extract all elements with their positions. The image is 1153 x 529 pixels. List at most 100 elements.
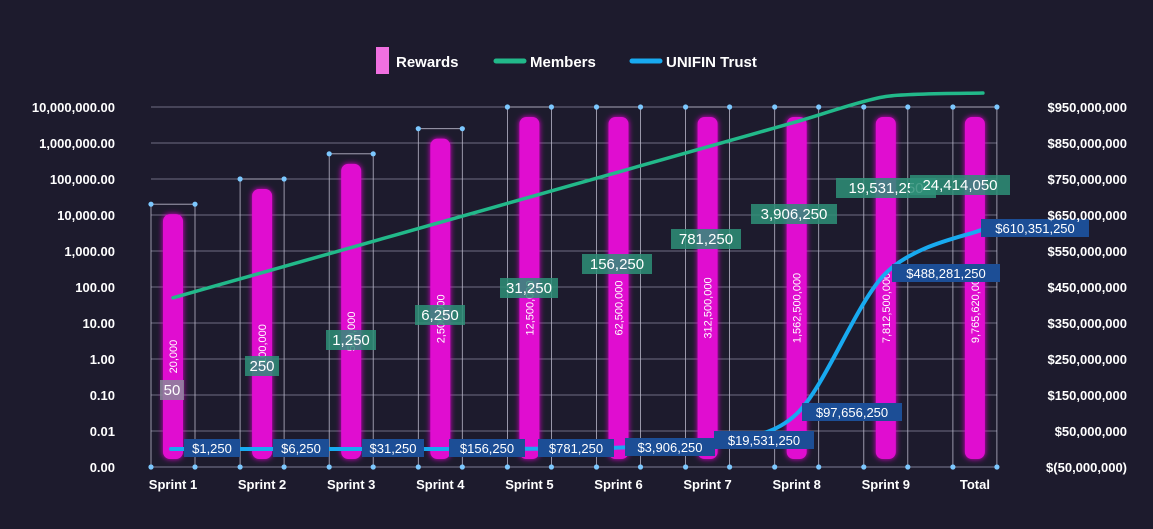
rewards-bar-label: 1,562,500,000 (792, 273, 804, 343)
whisker-dot (593, 104, 600, 110)
whisker-dot (861, 464, 867, 470)
trust-value-label: $488,281,250 (906, 266, 986, 281)
rewards-bar (786, 117, 807, 459)
members-value-label: 3,906,250 (761, 206, 828, 223)
bar-whisker (239, 178, 285, 467)
legend-label-unifin-trust: UNIFIN Trust (666, 54, 757, 71)
whisker-dot (459, 464, 465, 470)
category-label: Sprint 8 (772, 477, 820, 492)
members-value-label: 156,250 (590, 256, 644, 273)
trust-value-label: $6,250 (281, 441, 321, 456)
rewards-bar (608, 117, 629, 459)
right-axis-tick: $750,000,000 (1047, 172, 1127, 187)
whisker-dot (772, 104, 778, 110)
left-axis-tick: 100.00 (75, 280, 115, 295)
whisker-dot (415, 126, 421, 132)
members-value-label: 250 (249, 358, 274, 375)
right-axis-tick: $650,000,000 (1047, 208, 1127, 223)
right-axis-tick: $150,000,000 (1047, 388, 1127, 403)
trust-value-label: $610,351,250 (995, 221, 1075, 236)
trust-value-label: $97,656,250 (816, 405, 888, 420)
trust-label-bg (802, 403, 902, 421)
category-label: Sprint 7 (683, 477, 731, 492)
rewards-bar (252, 189, 273, 459)
whisker-dot (683, 104, 689, 110)
trust-label-bg (714, 431, 814, 449)
rewards-bars (163, 117, 985, 459)
rewards-bar (964, 117, 985, 459)
rewards-bar (341, 163, 362, 459)
trust-label-bg (362, 439, 424, 457)
whisker-dot (504, 104, 510, 110)
left-axis-tick: 10,000,000.00 (32, 100, 115, 115)
bar-whisker (774, 106, 820, 467)
rewards-bar (163, 214, 183, 459)
members-value-label: 24,414,050 (922, 177, 997, 194)
members-label-bg (582, 254, 652, 274)
whisker-dot (148, 464, 154, 470)
trust-label-bg (892, 264, 1000, 282)
bar-whisker (596, 106, 641, 467)
members-series: 50 250 1,250 6,250 31,250 156,250 781,250 3,906… (160, 91, 1010, 400)
axes: 0.00 $(50,000,000) 0.01 $50,000,000 0.10 $150… (32, 100, 1127, 492)
members-label-bg (500, 278, 558, 298)
category-label: Sprint 2 (238, 477, 286, 492)
right-axis-tick: $550,000,000 (1047, 244, 1127, 259)
members-label-bg (415, 305, 465, 325)
legend-swatch-rewards (376, 47, 389, 74)
right-axis-tick: $450,000,000 (1047, 280, 1127, 295)
whisker-dot (816, 464, 822, 470)
whisker-dot (504, 464, 510, 470)
whisker-dot (950, 104, 956, 110)
whisker-dot (905, 464, 911, 470)
members-label-bg (160, 380, 184, 400)
whisker-dot (816, 104, 822, 110)
category-label: Sprint 6 (594, 477, 642, 492)
rewards-bar-label: 312,500,000 (703, 277, 715, 338)
whisker-dot (683, 464, 689, 470)
left-axis-tick: 100,000.00 (50, 172, 115, 187)
trust-value-label: $1,250 (192, 441, 232, 456)
trust-value-label: $156,250 (460, 441, 514, 456)
right-axis-tick: $850,000,000 (1047, 136, 1127, 151)
whisker-dot (861, 104, 867, 110)
rewards-bar (875, 117, 896, 459)
left-axis-tick: 1.00 (90, 352, 115, 367)
left-axis-tick: 0.01 (90, 424, 115, 439)
category-label: Sprint 5 (505, 477, 553, 492)
whisker-dot (192, 201, 198, 207)
category-label: Sprint 4 (416, 477, 465, 492)
members-value-label: 6,250 (421, 307, 459, 324)
whisker-dot (148, 201, 154, 207)
whisker-dot (994, 464, 1000, 470)
left-axis-tick: 1,000.00 (64, 244, 115, 259)
members-label-bg (671, 229, 741, 249)
rewards-bar (697, 117, 718, 459)
whisker-dot (415, 464, 421, 470)
left-axis-tick: 10.00 (82, 316, 115, 331)
whisker-dot (548, 104, 555, 110)
rewards-bar (430, 138, 451, 459)
right-axis-tick: $250,000,000 (1047, 352, 1127, 367)
whisker-dot (548, 464, 555, 470)
whisker-dot (281, 176, 287, 182)
whisker-dot (237, 176, 243, 182)
trust-value-label: $31,250 (370, 441, 417, 456)
right-axis-tick: $950,000,000 (1047, 100, 1127, 115)
members-value-label: 50 (164, 382, 181, 399)
category-label: Sprint 3 (327, 477, 375, 492)
whisker-dot (727, 464, 733, 470)
right-axis-tick: $(50,000,000) (1046, 460, 1127, 475)
whisker-dot (459, 126, 465, 132)
whisker-dot (326, 464, 332, 470)
members-label-bg (245, 356, 279, 376)
bar-whisker (328, 153, 374, 467)
chart-legend: Rewards Members UNIFIN Trust (376, 47, 757, 74)
bar-whisker (417, 128, 463, 467)
whisker-dot (950, 464, 956, 470)
whisker-dot (727, 104, 733, 110)
gridlines (151, 106, 997, 468)
bar-whisker (863, 106, 909, 467)
bar-whisker (150, 203, 196, 467)
whisker-dot (905, 104, 911, 110)
